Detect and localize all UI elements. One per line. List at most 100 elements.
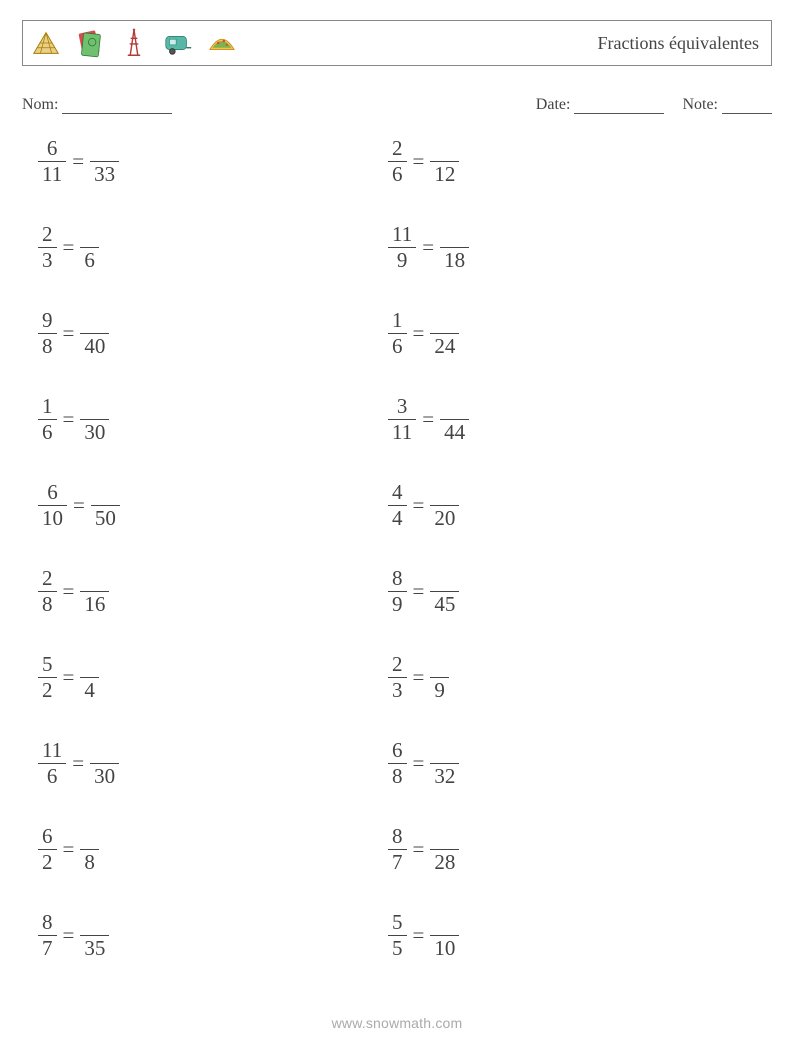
answer-fraction[interactable]: 28 <box>432 825 457 872</box>
problem-row: 68= 32 <box>390 738 710 788</box>
answer-fraction[interactable]: 9 <box>432 653 447 700</box>
problem-row: 311= 44 <box>390 394 710 444</box>
given-denominator: 9 <box>388 247 416 271</box>
given-numerator: 1 <box>390 309 405 332</box>
given-denominator: 2 <box>38 677 57 701</box>
answer-numerator-blank[interactable] <box>88 309 103 332</box>
answer-fraction[interactable]: 4 <box>82 653 97 700</box>
answer-numerator-blank[interactable] <box>97 137 112 160</box>
answer-fraction[interactable]: 50 <box>93 481 118 528</box>
equals-sign: = <box>63 235 75 260</box>
equals-sign: = <box>413 837 425 862</box>
answer-numerator-blank[interactable] <box>88 911 103 934</box>
given-denominator: 8 <box>38 333 57 357</box>
given-fraction: 98 <box>40 309 55 356</box>
answer-denominator: 24 <box>430 333 459 357</box>
given-numerator: 2 <box>390 653 405 676</box>
given-denominator: 10 <box>38 505 67 529</box>
answer-numerator-blank[interactable] <box>438 739 453 762</box>
worksheet-title: Fractions équivalentes <box>598 33 759 54</box>
answer-fraction[interactable]: 33 <box>92 137 117 184</box>
note-blank[interactable] <box>722 99 772 114</box>
given-numerator: 6 <box>390 739 405 762</box>
given-fraction: 26 <box>390 137 405 184</box>
answer-numerator-blank[interactable] <box>438 481 453 504</box>
answer-fraction[interactable]: 16 <box>82 567 107 614</box>
answer-numerator-blank[interactable] <box>438 309 453 332</box>
problem-row: 87= 35 <box>40 910 360 960</box>
answer-fraction[interactable]: 40 <box>82 309 107 356</box>
given-denominator: 8 <box>388 763 407 787</box>
answer-fraction[interactable]: 44 <box>442 395 467 442</box>
answer-numerator-blank[interactable] <box>438 137 453 160</box>
problem-row: 89= 45 <box>390 566 710 616</box>
answer-numerator-blank[interactable] <box>438 567 453 590</box>
answer-numerator-blank[interactable] <box>447 223 462 246</box>
pyramid-icon <box>29 26 63 60</box>
answer-numerator-blank[interactable] <box>98 481 113 504</box>
answer-fraction[interactable]: 35 <box>82 911 107 958</box>
answer-numerator-blank[interactable] <box>447 395 462 418</box>
given-numerator: 6 <box>40 825 55 848</box>
answer-fraction[interactable]: 30 <box>92 739 117 786</box>
given-fraction: 23 <box>390 653 405 700</box>
equals-sign: = <box>63 407 75 432</box>
answer-numerator-blank[interactable] <box>82 653 97 676</box>
answer-numerator-blank[interactable] <box>438 825 453 848</box>
given-numerator: 5 <box>390 911 405 934</box>
answer-fraction[interactable]: 30 <box>82 395 107 442</box>
answer-fraction[interactable]: 32 <box>432 739 457 786</box>
given-denominator: 3 <box>388 677 407 701</box>
problem-row: 23= 9 <box>390 652 710 702</box>
answer-numerator-blank[interactable] <box>82 223 97 246</box>
answer-numerator-blank[interactable] <box>438 911 453 934</box>
answer-denominator: 45 <box>430 591 459 615</box>
date-blank[interactable] <box>574 99 664 114</box>
equals-sign: = <box>63 665 75 690</box>
given-denominator: 6 <box>38 763 66 787</box>
header-bar: Fractions équivalentes <box>22 20 772 66</box>
answer-fraction[interactable]: 12 <box>432 137 457 184</box>
answer-fraction[interactable]: 24 <box>432 309 457 356</box>
equals-sign: = <box>413 579 425 604</box>
given-denominator: 7 <box>38 935 57 959</box>
given-numerator: 2 <box>390 137 405 160</box>
problem-row: 98= 40 <box>40 308 360 358</box>
answer-denominator: 44 <box>440 419 469 443</box>
problem-row: 26 = 12 <box>390 136 710 186</box>
answer-fraction[interactable]: 6 <box>82 223 97 270</box>
given-numerator: 8 <box>390 567 405 590</box>
given-numerator: 2 <box>40 223 55 246</box>
problems-column-right: 26= 12119= 1816= 24311= 4444= 2089= 4523… <box>390 136 710 996</box>
meta-row: Nom: Date: Note: <box>22 96 772 114</box>
equals-sign: = <box>413 149 425 174</box>
problem-row: 116= 30 <box>40 738 360 788</box>
given-denominator: 3 <box>38 247 57 271</box>
answer-fraction[interactable]: 20 <box>432 481 457 528</box>
answer-numerator-blank[interactable] <box>88 567 103 590</box>
given-fraction: 610 <box>40 481 65 528</box>
answer-denominator: 30 <box>90 763 119 787</box>
answer-denominator: 30 <box>80 419 109 443</box>
given-fraction: 87 <box>390 825 405 872</box>
answer-numerator-blank[interactable] <box>432 653 447 676</box>
footer-url: www.snowmath.com <box>0 1015 794 1031</box>
answer-fraction[interactable]: 45 <box>432 567 457 614</box>
answer-denominator: 20 <box>430 505 459 529</box>
answer-fraction[interactable]: 8 <box>82 825 97 872</box>
taco-icon <box>205 26 239 60</box>
answer-fraction[interactable]: 10 <box>432 911 457 958</box>
answer-fraction[interactable]: 18 <box>442 223 467 270</box>
answer-denominator: 33 <box>90 161 119 185</box>
answer-numerator-blank[interactable] <box>82 825 97 848</box>
name-blank[interactable] <box>62 99 172 114</box>
given-fraction: 52 <box>40 653 55 700</box>
given-numerator: 6 <box>45 481 60 504</box>
equals-sign: = <box>413 751 425 776</box>
answer-numerator-blank[interactable] <box>88 395 103 418</box>
given-fraction: 23 <box>40 223 55 270</box>
answer-numerator-blank[interactable] <box>97 739 112 762</box>
given-numerator: 3 <box>395 395 410 418</box>
equals-sign: = <box>413 493 425 518</box>
problem-row: 62= 8 <box>40 824 360 874</box>
